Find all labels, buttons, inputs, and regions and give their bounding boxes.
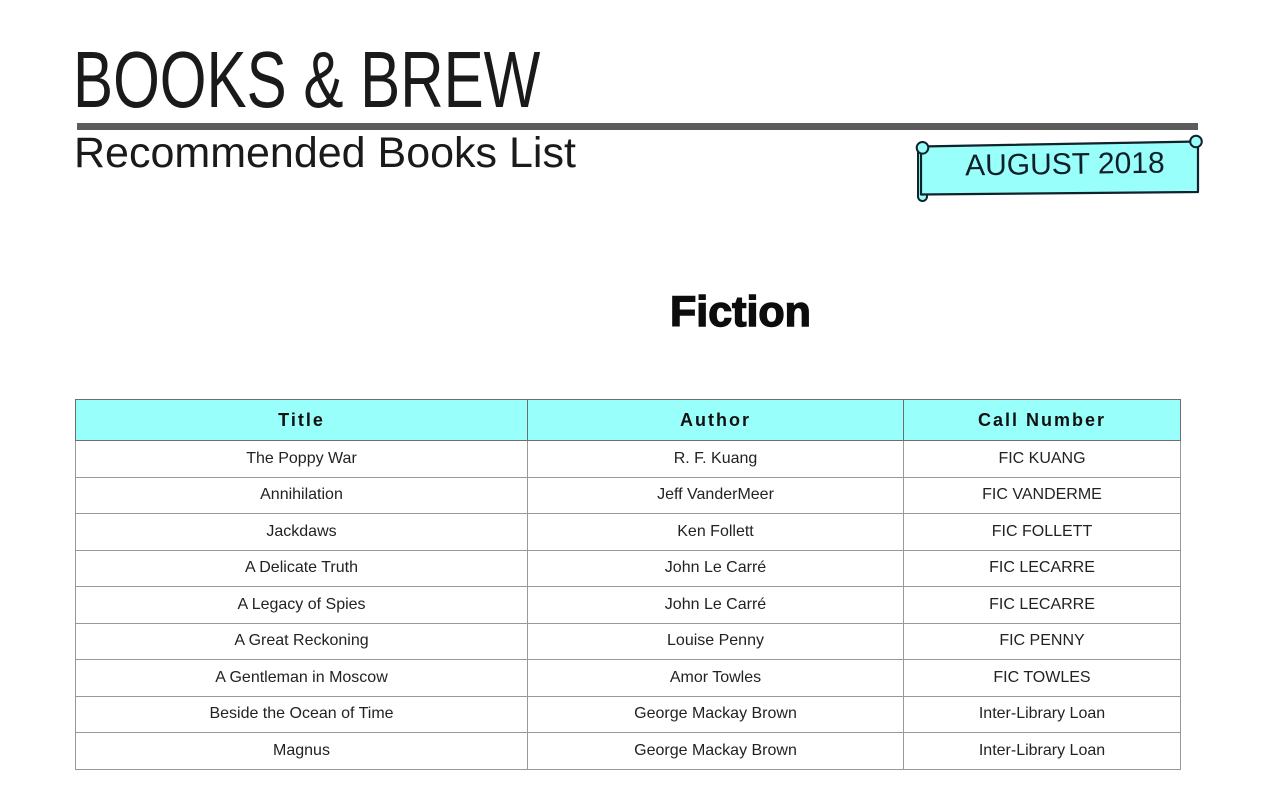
svg-text:AUGUST 2018: AUGUST 2018 xyxy=(965,147,1165,183)
